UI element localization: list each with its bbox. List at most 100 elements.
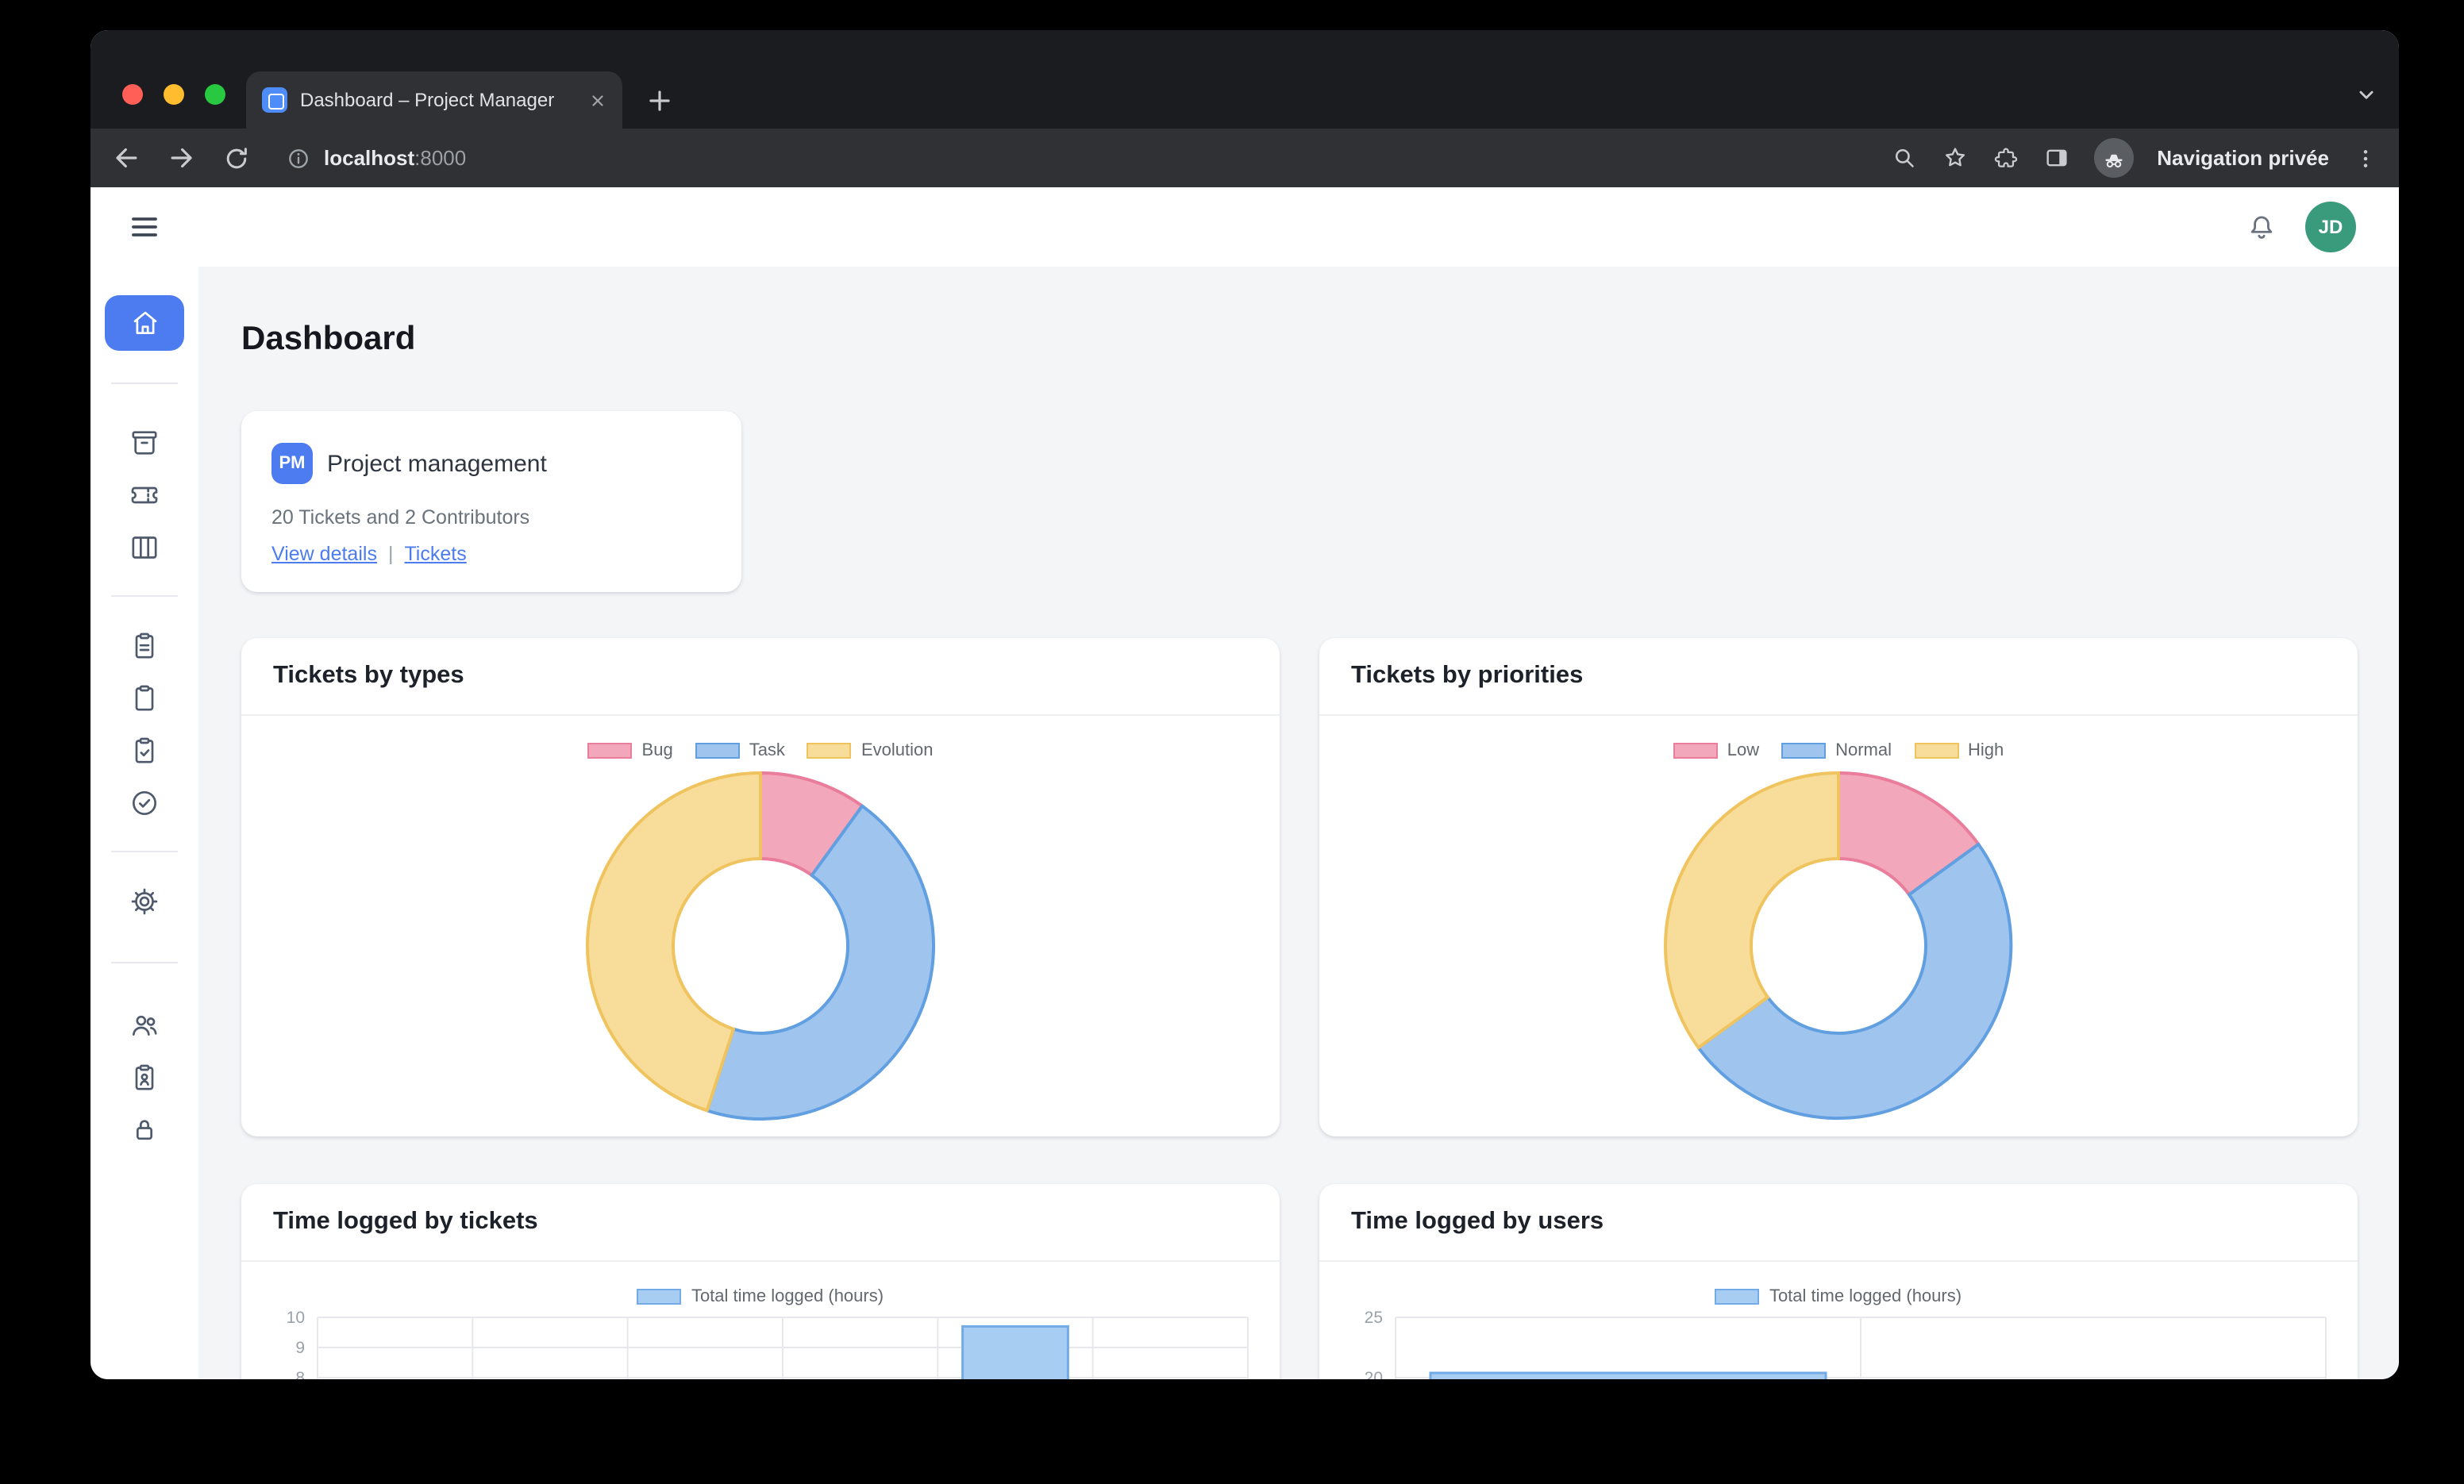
donut-slice-evolution[interactable]: [586, 771, 762, 1113]
doughnut-svg: [1664, 771, 2013, 1121]
bar-svg: 2520151050: [1365, 1309, 2327, 1379]
legend-label: Total time logged (hours): [691, 1287, 884, 1306]
chart-legend: Total time logged (hours): [1319, 1287, 2358, 1306]
bell-icon[interactable]: [2245, 210, 2278, 244]
card-title: Time logged by users: [1319, 1184, 2358, 1262]
legend-label: Normal: [1835, 741, 1892, 760]
doughnut-chart: [241, 716, 1280, 1136]
doughnut-svg: [586, 771, 936, 1121]
sidebar-item-tickets[interactable]: [105, 468, 184, 521]
y-tick-label: 10: [287, 1309, 305, 1327]
url-port: :8000: [414, 145, 467, 169]
tickets-by-priorities-card: Tickets by priorities Low Normal High: [1319, 638, 2358, 1136]
tickets-by-types-card: Tickets by types Bug Task Evolution: [241, 638, 1280, 1136]
tab-title: Dashboard – Project Manager: [300, 89, 555, 111]
browser-window: Dashboard – Project Manager: [90, 30, 2399, 1379]
main-content: Dashboard PM Project management 20 Ticke…: [198, 267, 2399, 1379]
sidebar-item-roles[interactable]: [105, 1051, 184, 1103]
bookmark-star-icon[interactable]: [1941, 144, 1968, 171]
donut-slice-normal[interactable]: [1696, 842, 2013, 1121]
site-info-icon[interactable]: [286, 145, 311, 171]
sidebar-item-permissions[interactable]: [105, 1103, 184, 1155]
close-window-button[interactable]: [122, 84, 143, 105]
legend-label: Low: [1727, 741, 1760, 760]
url-text: localhost:8000: [324, 144, 466, 172]
sidebar: [90, 267, 198, 1379]
sidebar-item-done[interactable]: [105, 776, 184, 829]
legend-item[interactable]: Total time logged (hours): [637, 1287, 884, 1306]
y-tick-label: 25: [1365, 1309, 1383, 1327]
address-bar[interactable]: localhost:8000: [286, 144, 1865, 172]
incognito-profile-icon[interactable]: [2093, 138, 2134, 178]
legend-item[interactable]: Total time logged (hours): [1715, 1287, 1962, 1306]
user-avatar[interactable]: JD: [2305, 202, 2356, 252]
bar[interactable]: [961, 1324, 1069, 1379]
reload-icon[interactable]: [222, 144, 251, 172]
project-summary-card: PM Project management 20 Tickets and 2 C…: [241, 411, 741, 592]
sidebar-item-kanban[interactable]: [105, 521, 184, 573]
sidebar-item-reports[interactable]: [105, 619, 184, 671]
sidebar-item-settings[interactable]: [105, 875, 184, 927]
private-browsing-label: Navigation privée: [2157, 146, 2329, 170]
donut-slice-task[interactable]: [705, 804, 936, 1121]
legend-label: Bug: [641, 741, 673, 760]
sidebar-item-home[interactable]: [105, 295, 184, 351]
legend-item[interactable]: Low: [1673, 741, 1759, 760]
close-tab-icon[interactable]: [589, 91, 606, 109]
forward-icon[interactable]: [167, 143, 197, 173]
time-logged-by-tickets-card: Time logged by tickets Total time logged…: [241, 1184, 1280, 1379]
legend-item[interactable]: Task: [695, 741, 785, 760]
zoom-window-button[interactable]: [205, 84, 225, 105]
sidebar-item-validations[interactable]: [105, 724, 184, 776]
sidebar-item-users[interactable]: [105, 998, 184, 1051]
view-details-link[interactable]: View details: [271, 543, 377, 565]
legend-item[interactable]: Evolution: [807, 741, 934, 760]
y-tick-label: 8: [295, 1369, 305, 1379]
bar-chart: 2520151050: [1319, 1262, 2358, 1379]
legend-swatch: [587, 743, 633, 759]
donut-slice-low[interactable]: [1837, 771, 1981, 897]
sidebar-item-projects[interactable]: [105, 416, 184, 468]
chart-legend: Low Normal High: [1319, 741, 2358, 760]
y-tick-label: 9: [295, 1339, 305, 1357]
legend-label: Total time logged (hours): [1769, 1287, 1962, 1306]
legend-swatch: [1715, 1289, 1760, 1305]
legend-item[interactable]: Normal: [1781, 741, 1892, 760]
minimize-window-button[interactable]: [164, 84, 184, 105]
card-title: Time logged by tickets: [241, 1184, 1280, 1262]
project-subtitle: 20 Tickets and 2 Contributors: [271, 506, 530, 529]
browser-toolbar: localhost:8000 Navigation privée: [90, 129, 2399, 187]
back-icon[interactable]: [111, 143, 141, 173]
app-body: Dashboard PM Project management 20 Ticke…: [90, 267, 2399, 1379]
extensions-icon[interactable]: [1992, 144, 2019, 171]
url-host: localhost: [324, 145, 415, 169]
doughnut-chart: [1319, 716, 2358, 1136]
bar[interactable]: [1429, 1371, 1827, 1379]
browser-tab[interactable]: Dashboard – Project Manager: [246, 71, 622, 129]
chart-legend: Total time logged (hours): [241, 1287, 1280, 1306]
kebab-menu-icon[interactable]: [2353, 145, 2378, 171]
legend-item[interactable]: High: [1914, 741, 2004, 760]
legend-label: Evolution: [860, 741, 934, 760]
tab-search-chevron-icon[interactable]: [2353, 81, 2380, 108]
window-controls: [122, 84, 225, 105]
side-panel-icon[interactable]: [2042, 144, 2069, 171]
legend-item[interactable]: Bug: [587, 741, 673, 760]
hamburger-icon[interactable]: [129, 211, 160, 243]
sidebar-divider: [111, 595, 178, 597]
search-icon[interactable]: [1890, 144, 1917, 171]
tab-favicon-icon: [262, 87, 287, 113]
legend-swatch: [637, 1289, 682, 1305]
sidebar-divider: [111, 851, 178, 852]
bar-chart: 109876543210: [241, 1262, 1280, 1379]
donut-slice-high[interactable]: [1664, 771, 1840, 1050]
y-tick-label: 20: [1365, 1369, 1383, 1379]
new-tab-button[interactable]: [637, 78, 681, 122]
legend-swatch: [807, 743, 852, 759]
tickets-link[interactable]: Tickets: [404, 543, 467, 565]
bar-svg: 109876543210: [287, 1309, 1249, 1379]
sidebar-item-tasks[interactable]: [105, 671, 184, 724]
card-title: Tickets by priorities: [1319, 638, 2358, 716]
sidebar-divider: [111, 383, 178, 384]
